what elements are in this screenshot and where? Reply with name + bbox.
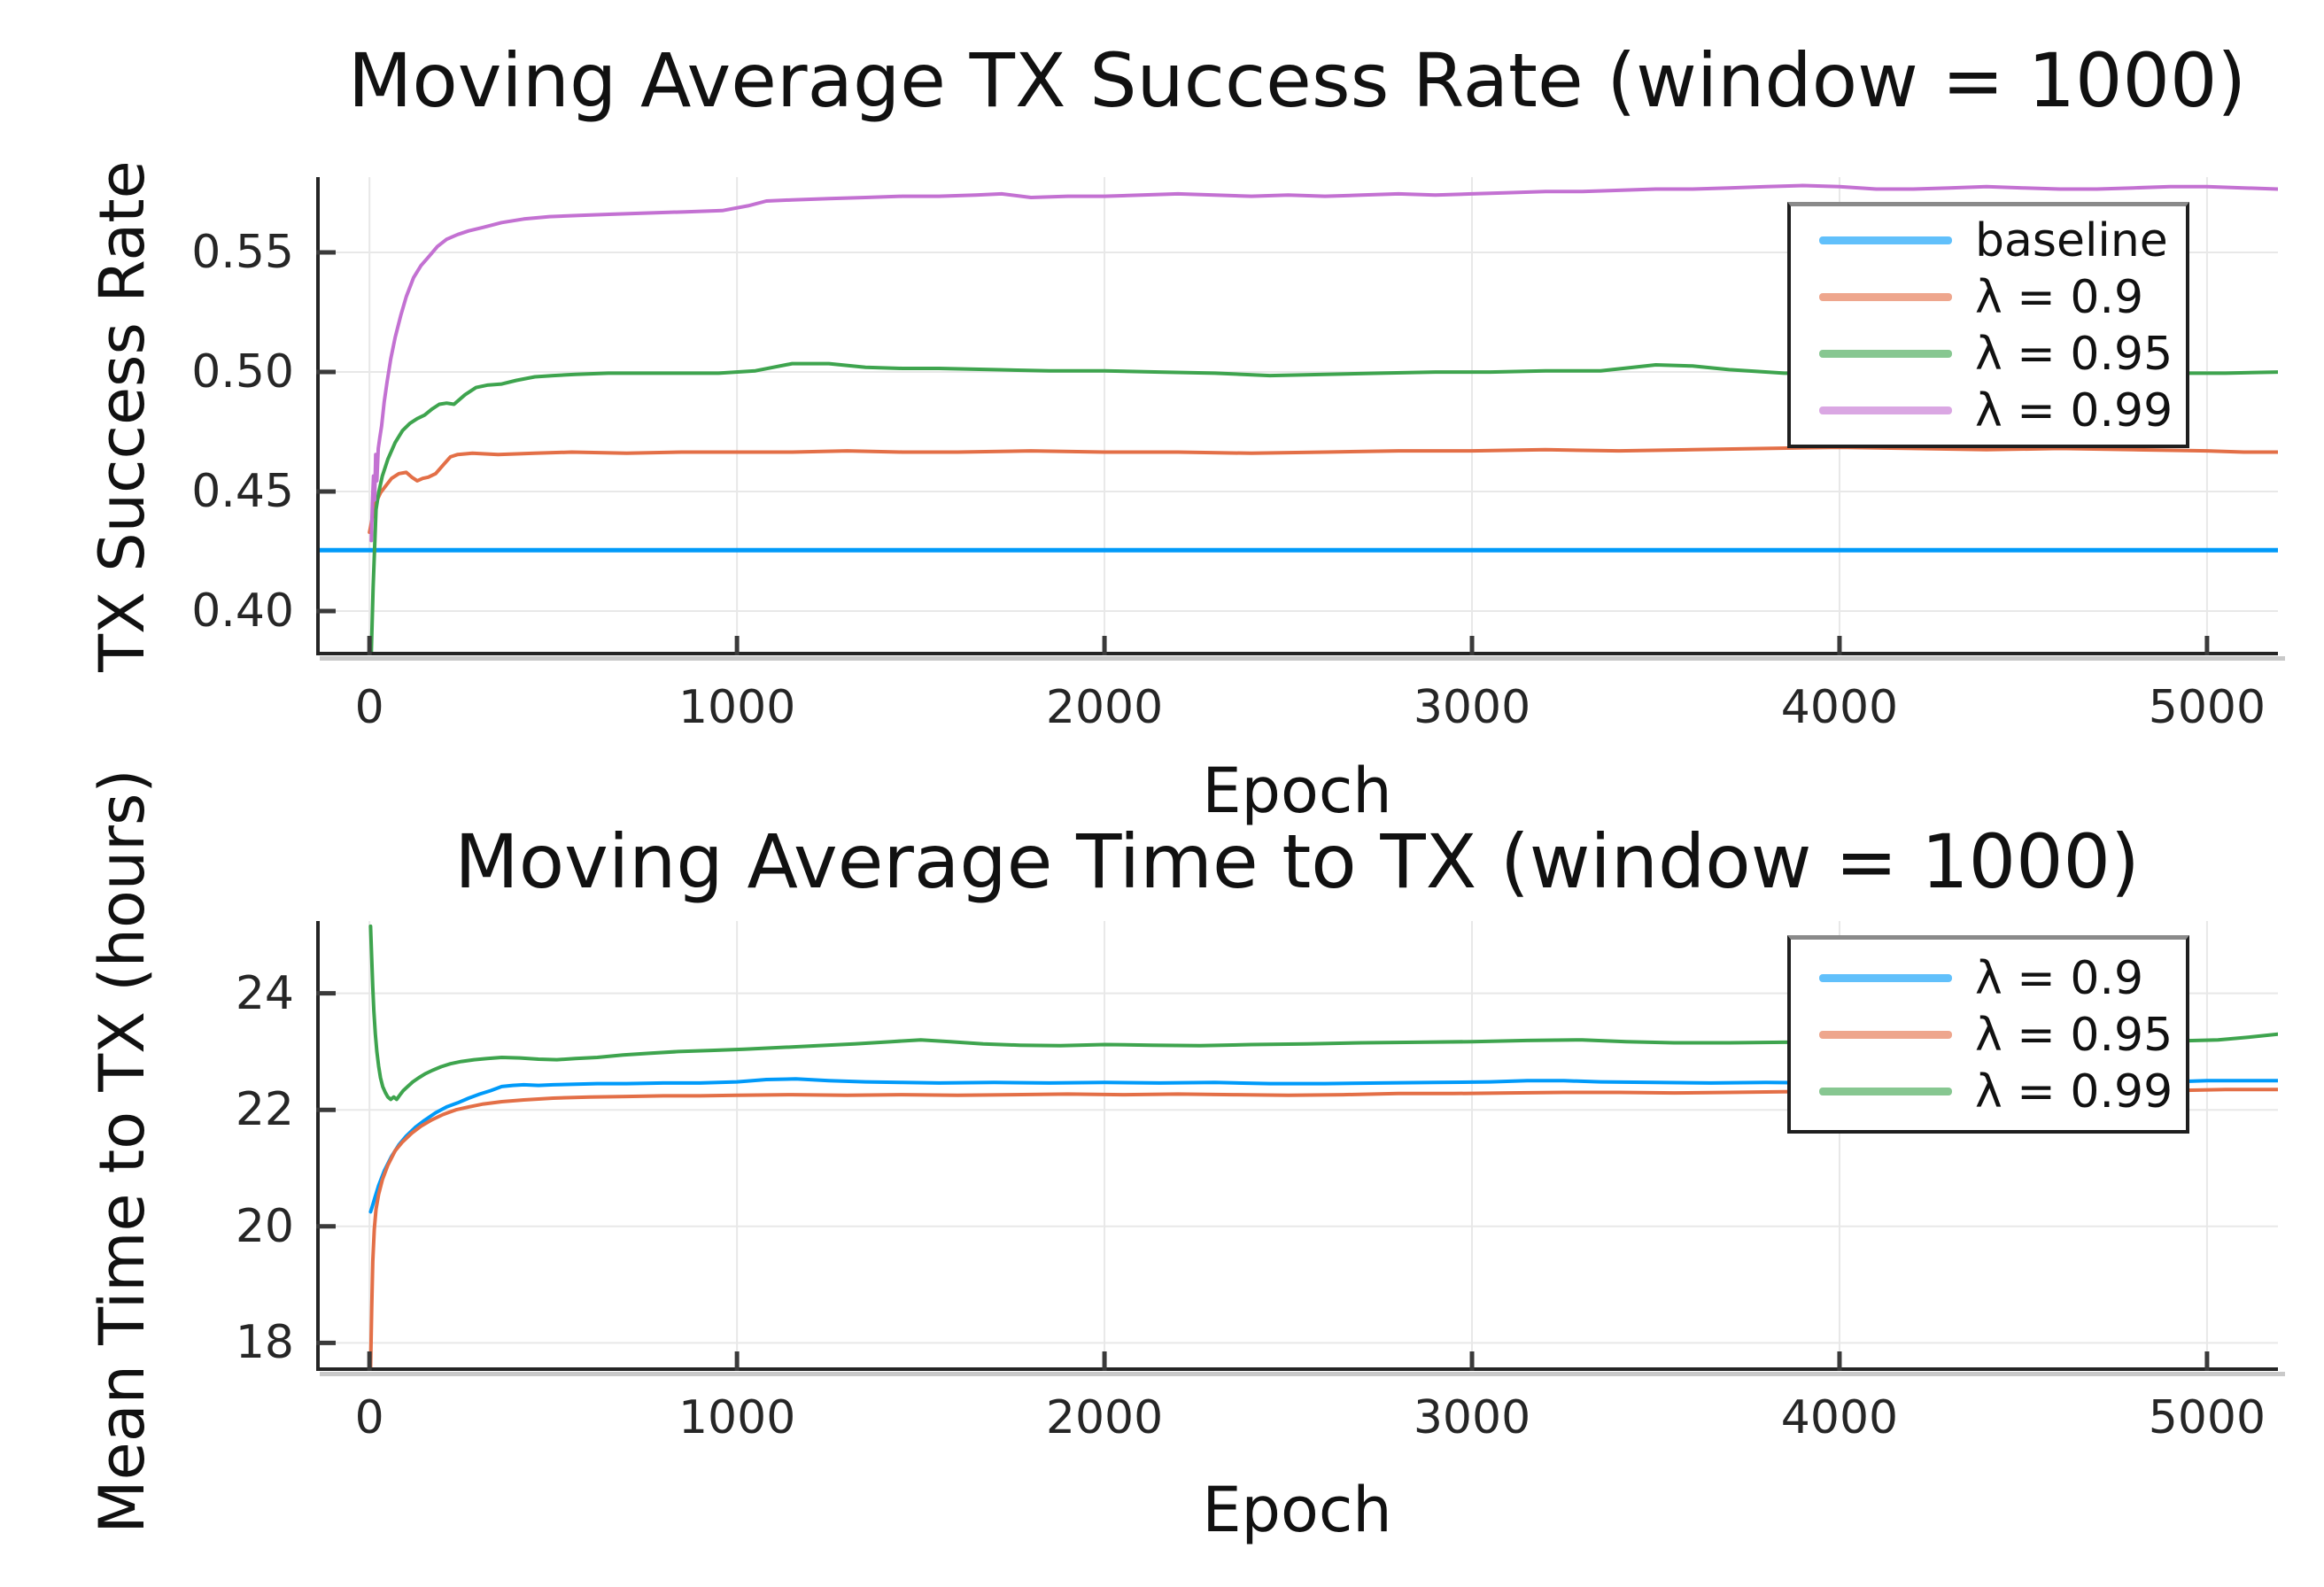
legend-box: λ = 0.9 λ = 0.95 λ = 0.99: [1787, 935, 2189, 1134]
series-line: [369, 183, 2278, 543]
legend-label: baseline: [1975, 213, 2168, 267]
series-line: [368, 924, 2278, 1102]
chart-title: Moving Average Time to TX (window = 1000…: [454, 818, 2140, 905]
x-tick-label: 2000: [1045, 1391, 1164, 1444]
legend-line-swatch: [1819, 1031, 1952, 1039]
y-tick-label: 0.55: [191, 226, 294, 280]
x-tick-label: 4000: [1780, 681, 1899, 734]
x-tick-label: 0: [354, 1391, 384, 1444]
legend-item: baseline: [1791, 213, 2186, 269]
x-tick-label: 4000: [1780, 1391, 1899, 1444]
legend-label: λ = 0.95: [1975, 1008, 2173, 1062]
legend-label: λ = 0.9: [1975, 270, 2144, 324]
legend-label: λ = 0.95: [1975, 327, 2173, 381]
x-tick-label: 3000: [1413, 681, 1531, 734]
legend-line-swatch: [1819, 236, 1952, 244]
legend-label: λ = 0.99: [1975, 1064, 2173, 1119]
legend-label: λ = 0.99: [1975, 383, 2173, 437]
legend-line-swatch: [1819, 974, 1952, 982]
plot-area: [316, 177, 2278, 655]
legend-item: λ = 0.9: [1791, 950, 2186, 1007]
x-tick-label: 0: [354, 681, 384, 734]
legend-box: baseline λ = 0.9 λ = 0.95 λ = 0.99: [1787, 202, 2189, 448]
legend-line-swatch: [1819, 350, 1952, 358]
x-axis-label: Epoch: [1202, 755, 1392, 827]
legend-line-swatch: [1819, 1088, 1952, 1095]
y-tick-label: 24: [235, 966, 294, 1020]
legend-item: λ = 0.9: [1791, 269, 2186, 326]
x-tick-label: 2000: [1045, 681, 1164, 734]
series-line: [368, 1077, 2278, 1214]
series-line: [369, 361, 2278, 655]
x-tick-label: 3000: [1413, 1391, 1531, 1444]
y-axis-label: Mean Time to TX (hours): [86, 769, 159, 1534]
axis-shadow: [320, 656, 2285, 661]
x-tick-label: 5000: [2148, 681, 2266, 734]
x-tick-label: 5000: [2148, 1391, 2266, 1444]
y-tick-label: 0.50: [191, 345, 294, 399]
legend-line-swatch: [1819, 406, 1952, 414]
x-axis-label: Epoch: [1202, 1474, 1392, 1546]
x-tick-label: 1000: [678, 681, 796, 734]
x-tick-label: 1000: [678, 1391, 796, 1444]
y-tick-label: 20: [235, 1199, 294, 1253]
series-line: [368, 445, 2278, 534]
legend-label: λ = 0.9: [1975, 951, 2144, 1005]
legend-line-swatch: [1819, 293, 1952, 301]
legend-item: λ = 0.99: [1791, 1064, 2186, 1120]
legend-item: λ = 0.95: [1791, 326, 2186, 383]
chart-title: Moving Average TX Success Rate (window =…: [347, 37, 2247, 124]
y-tick-label: 0.40: [191, 584, 294, 639]
y-tick-label: 22: [235, 1083, 294, 1137]
y-tick-label: 0.45: [191, 465, 294, 519]
legend-item: λ = 0.99: [1791, 383, 2186, 439]
y-tick-label: 18: [235, 1316, 294, 1370]
legend-item: λ = 0.95: [1791, 1007, 2186, 1064]
axis-shadow: [320, 1372, 2285, 1376]
